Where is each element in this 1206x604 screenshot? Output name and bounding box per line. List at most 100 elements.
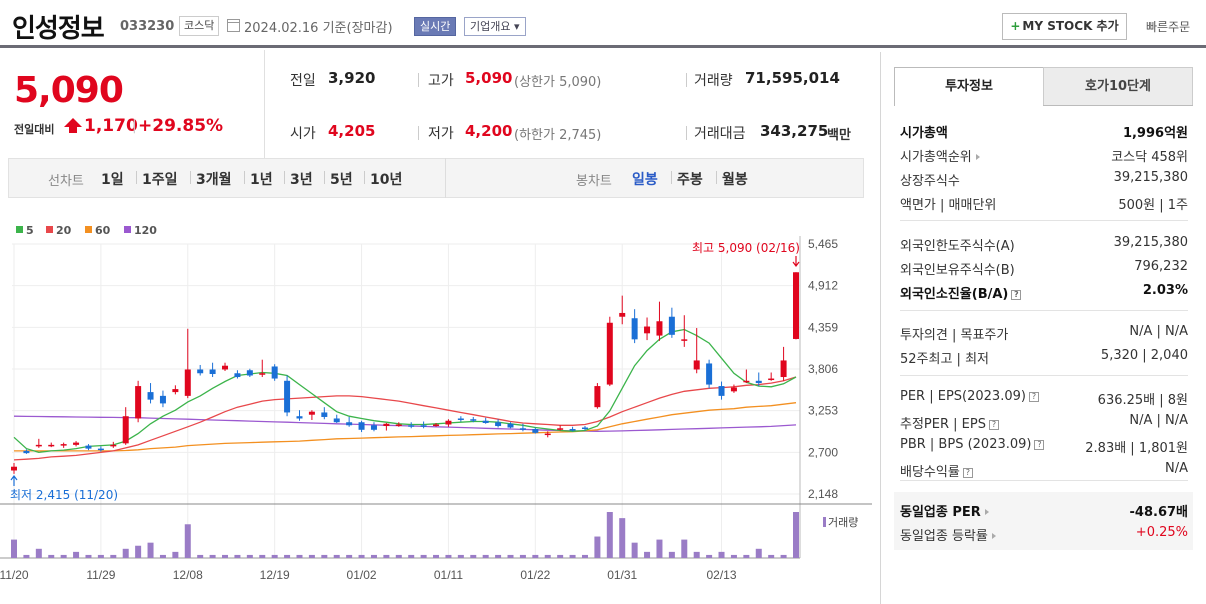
help-icon[interactable]: ? [1034,440,1045,450]
help-icon[interactable]: ? [1028,392,1039,402]
candle-body [308,411,315,415]
candle-body [358,422,365,430]
add-mystock-button[interactable]: + MY STOCK 추가 [1002,13,1127,40]
divider [686,73,687,87]
volume-bar [768,554,775,558]
volume-bar [743,554,750,558]
info-label: 외국인한도주식수(A) [900,239,1015,254]
candle-body [780,360,787,378]
volume-bar [569,554,576,558]
volume-bar [631,542,638,558]
volume-bar [234,554,241,558]
quick-order-link[interactable]: 빠른주문 [1146,20,1191,34]
info-value: N/A | N/A [1129,413,1188,428]
volume-bar [85,554,92,558]
volume-bar [519,554,526,558]
volume-bar [395,554,402,558]
volume-bar [296,554,303,558]
volume-bar [470,554,477,558]
info-row: PBR | BPS (2023.09)? 2.83배 | 1,801원 [900,437,1188,457]
info-row: 동일업종 PER -48.67배 [900,501,1188,521]
candle-body [122,416,129,444]
candle-body [793,272,799,339]
y-tick-label: 2,148 [808,487,838,501]
low-value: 4,200 [465,122,513,140]
tab-hoga-10[interactable]: 호가10단계 [1043,67,1193,106]
info-value: +0.25% [1135,525,1188,540]
info-value: 796,232 [1134,259,1188,274]
caret-right-icon[interactable] [975,154,980,160]
volume-bar [606,512,613,558]
candle-body [482,420,489,424]
candle-body [706,363,713,385]
candle-period-2[interactable]: 월봉 [722,172,748,188]
candle-body [681,339,688,341]
info-value: 39,215,380 [1113,235,1188,250]
volume-bar [445,554,452,558]
ma120-line [13,415,797,432]
candle-body [755,380,762,384]
volume-bar [532,554,539,558]
candle-body [346,422,353,426]
high-value: 5,090 [465,69,513,87]
section-divider [900,310,1188,311]
volume-bar [730,554,737,558]
tab-underline [1043,105,1193,106]
divider [686,126,687,140]
info-label: 추정PER | EPS? [900,413,999,432]
line-period-0[interactable]: 1일 [101,172,124,188]
volume-bar [718,551,725,558]
line-period-5[interactable]: 5년 [330,172,353,188]
volume-bar [594,536,601,558]
candle-body [495,422,502,427]
candle-body [222,365,229,370]
candle-period-1[interactable]: 주봉 [677,172,703,188]
open-value: 4,205 [328,122,376,140]
volume-bar [172,551,179,558]
info-value: 2.83배 | 1,801원 [1085,441,1188,456]
candle-period-0[interactable]: 일봉 [632,172,658,188]
volume-bar [209,554,216,558]
line-period-6[interactable]: 10년 [370,172,403,188]
help-icon[interactable]: ? [1011,290,1022,300]
candle-body [296,416,303,419]
period-separator [716,171,717,184]
line-period-1[interactable]: 1주일 [142,172,178,188]
candle-body [209,369,216,375]
volume-bar [73,551,80,558]
candle-body [321,412,328,417]
info-label: PBR | BPS (2023.09)? [900,437,1045,452]
candle-body [85,445,92,449]
line-period-4[interactable]: 3년 [290,172,313,188]
candle-body [408,425,415,427]
help-icon[interactable]: ? [988,420,999,430]
upper-limit: (상한가 5,090) [514,75,602,90]
candle-body [234,373,241,378]
info-row: 추정PER | EPS? N/A | N/A [900,413,1188,433]
volume-bar [48,554,55,558]
tab-invest-info[interactable]: 투자정보 [894,67,1044,106]
period-separator [284,171,285,184]
caret-right-icon[interactable] [991,533,996,539]
x-tick-label: 01/31 [607,568,637,582]
company-info-dropdown[interactable]: 기업개요 ▾ [464,17,526,36]
stock-header: 인성정보 033230 코스닥 2024.02.16 기준(장마감) 실시간 기… [0,0,1206,48]
candle-body [172,389,179,393]
legend-swatch [85,226,92,233]
realtime-button[interactable]: 실시간 [414,17,457,36]
line-period-2[interactable]: 3개월 [196,172,232,188]
x-tick-label: 01/11 [434,568,463,582]
caret-right-icon[interactable] [984,509,989,515]
lower-limit: (하한가 2,745) [514,128,602,143]
candle-body [48,444,55,447]
candle-body [110,444,117,447]
volume-bar [644,551,651,558]
legend-swatch [46,226,53,233]
amount-unit: 백만 [827,128,851,143]
info-row: 동일업종 등락률 +0.25% [900,525,1188,545]
help-icon[interactable]: ? [962,468,973,478]
price-diff: 1,170 [84,116,138,136]
candle-body [23,450,30,454]
line-period-3[interactable]: 1년 [250,172,273,188]
candle-body [668,316,675,335]
